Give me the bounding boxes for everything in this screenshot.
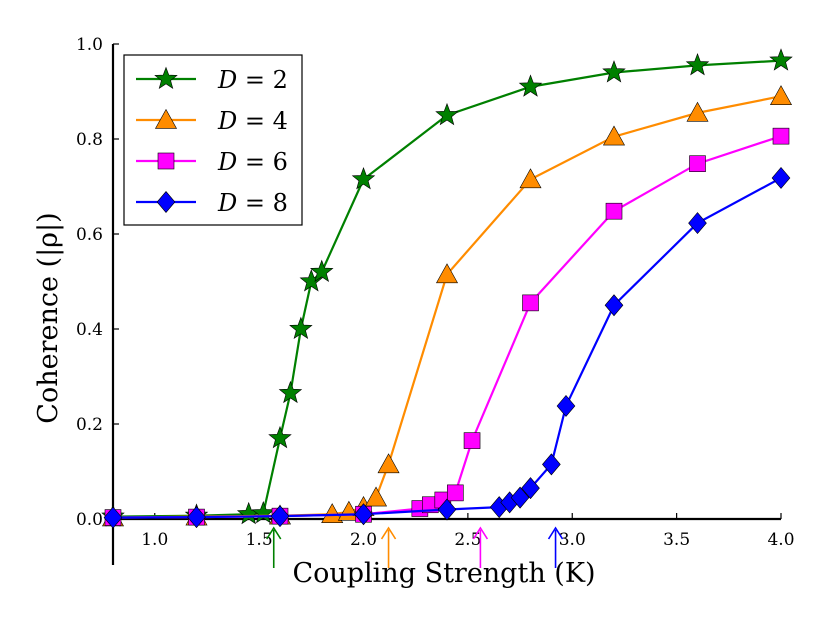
legend-label-var: D [217,66,237,94]
legend-label: D = 8 [217,189,288,217]
legend-label-var: D [217,189,237,217]
x-tick-label: 3.5 [663,530,690,550]
threshold-arrow [266,526,282,568]
legend-label: D = 2 [217,66,288,94]
legend-label-rest: = 4 [237,107,288,135]
x-axis-title: Coupling Strength (K) [292,558,595,589]
data-point [309,259,334,282]
x-tick-label: 2.5 [454,530,481,550]
x-tick-label: 3.0 [559,530,586,550]
legend-marker [154,108,178,129]
data-point [602,60,626,83]
legend-entry: D = 8 [136,189,288,217]
y-tick-label: 0.4 [76,320,103,340]
data-point [556,394,576,417]
y-tick-label: 0.2 [76,415,103,435]
data-point [377,453,400,474]
y-tick-label: 0.8 [76,130,103,150]
data-point [522,294,539,312]
legend-marker [156,191,176,213]
legend-label-var: D [217,107,237,135]
legend-label: D = 6 [217,148,288,176]
data-point [518,74,543,97]
data-point [510,486,530,509]
legend-marker [157,152,175,170]
data-point [447,484,464,502]
data-point [542,453,561,476]
data-point [604,294,624,317]
series-layer [101,48,793,529]
data-point [435,263,459,284]
threshold-arrow [472,526,489,568]
data-point [103,506,123,529]
data-point [435,102,459,126]
data-point [365,486,388,507]
legend-label-var: D [217,148,237,176]
data-point [521,477,540,500]
data-point [270,505,290,528]
data-point [688,212,707,235]
legend-label: D = 4 [217,107,288,135]
data-point [321,503,344,523]
x-tick-label: 2.0 [350,530,377,550]
legend: D = 2D = 4D = 6D = 8 [123,54,303,226]
legend-label-rest: = 2 [237,66,288,94]
x-tick-label: 1.0 [141,530,168,550]
threshold-arrow [380,526,397,568]
x-tick-label: 4.0 [767,530,794,550]
y-tick-label: 0.0 [76,510,103,530]
y-tick-label: 0.6 [76,225,103,245]
series-4 [103,166,791,529]
data-point [463,432,481,449]
threshold-arrows [266,526,564,568]
data-point [351,167,376,190]
legend-box [123,54,303,226]
data-point [685,53,710,76]
legend-label-rest: = 6 [237,148,288,176]
data-point [689,155,706,172]
data-point [771,166,791,189]
legend-label-rest: = 8 [237,189,288,217]
x-tick-label: 1.5 [246,530,273,550]
data-point [772,127,790,145]
legend-entry: D = 2 [136,66,288,94]
legend-entry: D = 6 [136,148,288,176]
y-axis-title: Coherence (|ρ|) [33,212,64,423]
data-point [278,380,303,404]
data-point [769,85,793,105]
legend-marker [154,66,178,89]
data-point [187,506,206,529]
legend-entry: D = 4 [136,107,288,135]
data-point [769,48,793,71]
data-point [686,101,709,122]
data-point [602,125,626,146]
data-point [268,425,292,449]
data-point [251,500,276,524]
data-point [354,503,373,526]
y-tick-label: 1.0 [76,35,103,55]
data-point [519,168,542,189]
data-point [289,316,313,339]
data-point [437,498,457,521]
data-point [605,202,623,220]
threshold-arrow [547,526,564,568]
